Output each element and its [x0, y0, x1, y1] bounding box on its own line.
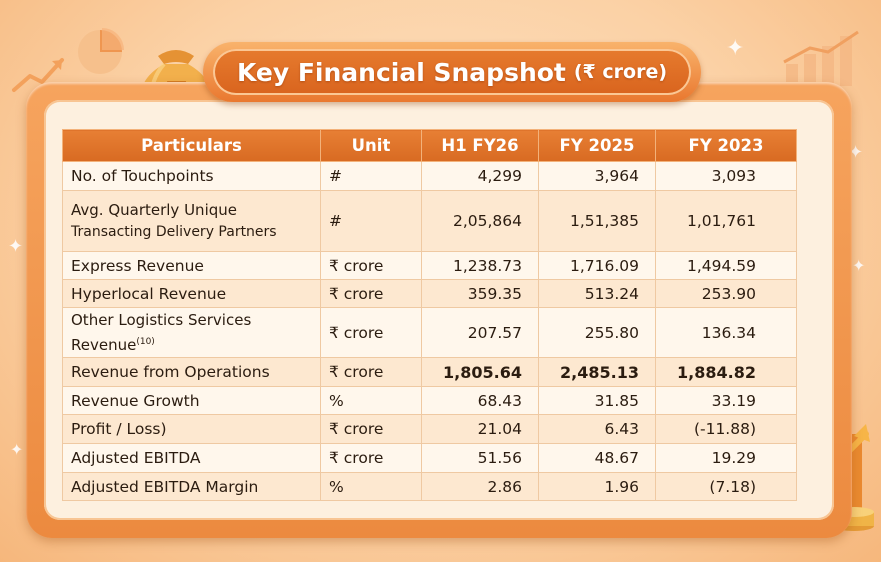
cell-value: 359.35 [421, 279, 539, 308]
row-unit: ₹ crore [320, 279, 422, 308]
cell-value: 6.43 [538, 414, 656, 444]
row-unit: # [320, 161, 422, 191]
cell-value: 513.24 [538, 279, 656, 308]
cell-value: 2,05,864 [421, 190, 539, 252]
rising-line-chart-icon [12, 58, 64, 92]
row-unit: ₹ crore [320, 251, 422, 280]
table-header-row: Particulars Unit H1 FY26 FY 2025 FY 2023 [62, 129, 797, 162]
financial-table: Particulars Unit H1 FY26 FY 2025 FY 2023… [62, 129, 797, 501]
sparkle-icon: ✦ [8, 236, 24, 257]
cell-value: 2,485.13 [538, 357, 656, 387]
table-row: Adjusted EBITDA Margin % 2.86 1.96 (7.18… [62, 472, 797, 501]
cell-value: 1,805.64 [421, 357, 539, 387]
cell-value: 3,093 [655, 161, 797, 191]
table-row: Other Logistics Services Revenue(10) ₹ c… [62, 307, 797, 358]
cell-value: 255.80 [538, 307, 656, 358]
table-row: Express Revenue ₹ crore 1,238.73 1,716.0… [62, 251, 797, 280]
table-row: Revenue Growth % 68.43 31.85 33.19 [62, 386, 797, 415]
row-label: Avg. Quarterly Unique Transacting Delive… [62, 190, 321, 252]
column-header: FY 2025 [538, 129, 656, 162]
row-label-line1: Avg. Quarterly Unique [71, 201, 237, 219]
cell-value: 2.86 [421, 472, 539, 501]
column-header: Particulars [62, 129, 321, 162]
row-label: Revenue Growth [62, 386, 321, 415]
row-unit: # [320, 190, 422, 252]
table-row: Profit / Loss) ₹ crore 21.04 6.43 (-11.8… [62, 414, 797, 444]
row-unit: ₹ crore [320, 414, 422, 444]
row-label: Other Logistics Services Revenue(10) [62, 307, 321, 358]
cell-value: 136.34 [655, 307, 797, 358]
row-label: Express Revenue [62, 251, 321, 280]
cell-value: 19.29 [655, 443, 797, 473]
cell-value: 253.90 [655, 279, 797, 308]
cell-value: 21.04 [421, 414, 539, 444]
row-label: Hyperlocal Revenue [62, 279, 321, 308]
sparkle-icon: ✦ [852, 256, 866, 275]
row-unit: % [320, 386, 422, 415]
cell-value: 31.85 [538, 386, 656, 415]
cell-value: 3,964 [538, 161, 656, 191]
row-label: Adjusted EBITDA Margin [62, 472, 321, 501]
page-title-unit: (₹ crore) [573, 61, 668, 83]
row-unit: ₹ crore [320, 357, 422, 387]
sparkle-icon: ✦ [10, 440, 24, 459]
row-label-line1: Other Logistics Services [71, 311, 252, 329]
cell-value: 1,716.09 [538, 251, 656, 280]
cell-value: 4,299 [421, 161, 539, 191]
table-row: Adjusted EBITDA ₹ crore 51.56 48.67 19.2… [62, 443, 797, 473]
column-header: Unit [320, 129, 422, 162]
column-header: FY 2023 [655, 129, 797, 162]
bar-chart-icon [783, 30, 859, 86]
cell-value: 48.67 [538, 443, 656, 473]
row-unit: ₹ crore [320, 443, 422, 473]
cell-value: 207.57 [421, 307, 539, 358]
table-row: No. of Touchpoints # 4,299 3,964 3,093 [62, 161, 797, 191]
table-row: Avg. Quarterly Unique Transacting Delive… [62, 190, 797, 252]
cell-value: 1.96 [538, 472, 656, 501]
table-row: Hyperlocal Revenue ₹ crore 359.35 513.24… [62, 279, 797, 308]
cell-value: 1,884.82 [655, 357, 797, 387]
cell-value: 1,238.73 [421, 251, 539, 280]
cell-value: 68.43 [421, 386, 539, 415]
page-title: Key Financial Snapshot [236, 57, 566, 87]
column-header: H1 FY26 [421, 129, 539, 162]
row-unit: % [320, 472, 422, 501]
row-label-line2: Transacting Delivery Partners [71, 224, 277, 240]
row-label: No. of Touchpoints [62, 161, 321, 191]
pie-chart-icon [78, 28, 124, 74]
row-label: Adjusted EBITDA [62, 443, 321, 473]
footnote-marker: (10) [136, 337, 155, 347]
row-unit: ₹ crore [320, 307, 422, 358]
row-label-line2: Revenue [71, 336, 137, 354]
sparkle-icon: ✦ [726, 36, 745, 61]
table-row: Revenue from Operations ₹ crore 1,805.64… [62, 357, 797, 387]
cell-value: (-11.88) [655, 414, 797, 444]
cell-value: 1,51,385 [538, 190, 656, 252]
row-label: Profit / Loss) [62, 414, 321, 444]
cell-value: 1,01,761 [655, 190, 797, 252]
title-banner-inner: Key Financial Snapshot (₹ crore) [213, 49, 691, 95]
cell-value: 33.19 [655, 386, 797, 415]
cell-value: 51.56 [421, 443, 539, 473]
cell-value: (7.18) [655, 472, 797, 501]
row-label: Revenue from Operations [62, 357, 321, 387]
cell-value: 1,494.59 [655, 251, 797, 280]
